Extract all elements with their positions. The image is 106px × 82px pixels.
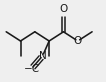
Text: O: O [59,4,68,14]
Text: N: N [39,51,46,61]
Text: −C: −C [23,64,40,74]
Text: O: O [74,36,82,46]
